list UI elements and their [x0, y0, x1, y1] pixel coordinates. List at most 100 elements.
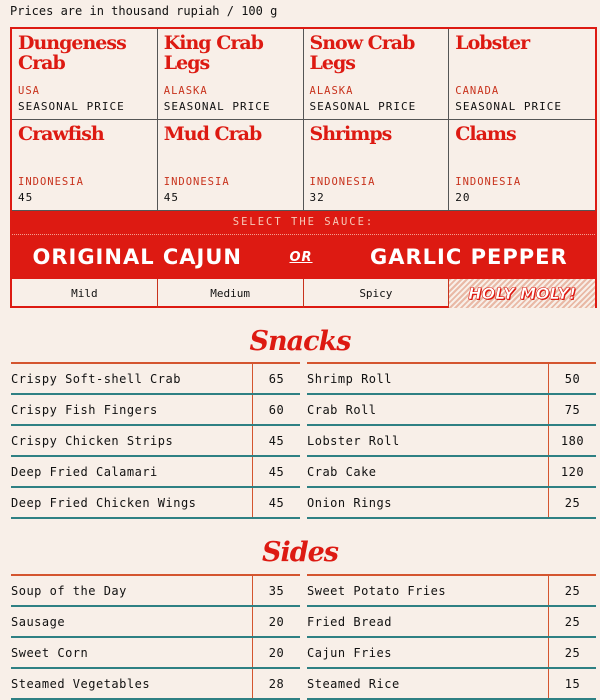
- item-name: Steamed Rice: [307, 676, 400, 691]
- seafood-origin: INDONESIA: [18, 176, 84, 188]
- item-price: 15: [548, 669, 596, 698]
- item-price: 35: [252, 576, 300, 605]
- item-name: Crispy Fish Fingers: [11, 402, 158, 417]
- item-price: 75: [548, 395, 596, 424]
- menu-item-row: Cajun Fries 25: [307, 638, 596, 669]
- item-name: Crab Cake: [307, 464, 377, 479]
- seafood-price: SEASONAL PRICE: [309, 100, 417, 113]
- seafood-name: Dungeness Crab: [18, 32, 127, 74]
- seafood-name: Crawfish: [18, 123, 105, 145]
- menu-item-row: Shrimp Roll 50: [307, 364, 596, 395]
- item-price: 28: [252, 669, 300, 698]
- heat-holy-moly[interactable]: HOLY MOLY!: [449, 279, 595, 308]
- price-note: Prices are in thousand rupiah / 100 g: [10, 4, 278, 18]
- item-price: 25: [548, 488, 596, 517]
- item-price: 45: [252, 457, 300, 486]
- sauce-original-cajun[interactable]: ORIGINAL CAJUN: [32, 245, 242, 269]
- sauce-label: SELECT THE SAUCE:: [12, 211, 595, 235]
- item-name: Deep Fried Calamari: [11, 464, 158, 479]
- item-name: Fried Bread: [307, 614, 392, 629]
- seafood-price: 20: [455, 191, 471, 204]
- seafood-name: Snow Crab Legs: [309, 32, 416, 74]
- item-name: Cajun Fries: [307, 645, 392, 660]
- menu-item-row: Crab Cake 120: [307, 457, 596, 488]
- or-label: OR: [289, 249, 313, 265]
- menu-item-row: Lobster Roll 180: [307, 426, 596, 457]
- item-name: Crispy Soft-shell Crab: [11, 371, 181, 386]
- item-price: 20: [252, 638, 300, 667]
- seafood-grid: Dungeness Crab USA SEASONAL PRICE King Crab…: [12, 29, 595, 211]
- heat-medium[interactable]: Medium: [158, 279, 304, 308]
- item-price: 120: [548, 457, 596, 486]
- seafood-cell: Crawfish INDONESIA 45: [12, 120, 158, 211]
- sides-left-table: Soup of the Day 35 Sausage 20 Sweet Corn 20 St…: [11, 574, 300, 700]
- item-name: Crispy Chicken Strips: [11, 433, 174, 448]
- seafood-cell: Clams INDONESIA 20: [449, 120, 595, 211]
- seafood-cell: Dungeness Crab USA SEASONAL PRICE: [12, 29, 158, 120]
- item-price: 50: [548, 364, 596, 393]
- sauce-band: SELECT THE SAUCE: ORIGINAL CAJUN OR GARL…: [12, 211, 595, 279]
- seafood-origin: USA: [18, 85, 40, 97]
- menu-item-row: Crispy Fish Fingers 60: [11, 395, 300, 426]
- seafood-price: SEASONAL PRICE: [163, 100, 271, 113]
- item-price: 45: [252, 426, 300, 455]
- seafood-name: Mud Crab: [163, 123, 262, 145]
- menu-item-row: Sausage 20: [11, 607, 300, 638]
- snacks-title: Snacks: [249, 326, 352, 357]
- seafood-origin: INDONESIA: [455, 176, 522, 188]
- menu-item-row: Steamed Vegetables 28: [11, 669, 300, 700]
- item-price: 45: [252, 488, 300, 517]
- seafood-cell: Snow Crab Legs ALASKA SEASONAL PRICE: [303, 29, 450, 120]
- menu-item-row: Sweet Potato Fries 25: [307, 576, 596, 607]
- item-name: Sausage: [11, 614, 66, 629]
- heat-levels: Mild Medium Spicy HOLY MOLY!: [12, 279, 595, 308]
- item-price: 25: [548, 607, 596, 636]
- seafood-price: 32: [309, 191, 325, 204]
- seafood-name: King Crab Legs: [163, 32, 264, 74]
- seafood-origin: ALASKA: [163, 85, 208, 97]
- item-name: Lobster Roll: [307, 433, 400, 448]
- snacks-right-table: Shrimp Roll 50 Crab Roll 75 Lobster Roll 180 C…: [307, 362, 596, 519]
- item-name: Onion Rings: [307, 495, 392, 510]
- seafood-name: Clams: [455, 123, 516, 145]
- menu-item-row: Onion Rings 25: [307, 488, 596, 519]
- menu-item-row: Fried Bread 25: [307, 607, 596, 638]
- item-name: Shrimp Roll: [307, 371, 392, 386]
- item-price: 25: [548, 638, 596, 667]
- seafood-price: 45: [18, 191, 34, 204]
- item-price: 65: [252, 364, 300, 393]
- item-name: Sweet Corn: [11, 645, 89, 660]
- heat-mild[interactable]: Mild: [12, 279, 158, 308]
- seafood-board: Dungeness Crab USA SEASONAL PRICE King Crab…: [10, 27, 597, 308]
- menu-item-row: Crispy Chicken Strips 45: [11, 426, 300, 457]
- item-price: 60: [252, 395, 300, 424]
- item-name: Soup of the Day: [11, 583, 127, 598]
- menu-item-row: Steamed Rice 15: [307, 669, 596, 700]
- seafood-price: 45: [163, 191, 179, 204]
- item-name: Sweet Potato Fries: [307, 583, 447, 598]
- seafood-cell: King Crab Legs ALASKA SEASONAL PRICE: [157, 29, 304, 120]
- seafood-price: SEASONAL PRICE: [18, 100, 125, 113]
- menu-item-row: Crispy Soft-shell Crab 65: [11, 364, 300, 395]
- item-name: Steamed Vegetables: [11, 676, 151, 691]
- sauce-garlic-pepper[interactable]: GARLIC PEPPER: [370, 245, 568, 269]
- menu-item-row: Deep Fried Calamari 45: [11, 457, 300, 488]
- seafood-name: Shrimps: [309, 123, 393, 145]
- heat-spicy[interactable]: Spicy: [304, 279, 450, 308]
- menu-item-row: Deep Fried Chicken Wings 45: [11, 488, 300, 519]
- seafood-origin: CANADA: [455, 85, 500, 97]
- seafood-name: Lobster: [455, 32, 530, 54]
- seafood-origin: INDONESIA: [163, 176, 230, 188]
- sides-right-table: Sweet Potato Fries 25 Fried Bread 25 Cajun F…: [307, 574, 596, 700]
- item-price: 180: [548, 426, 596, 455]
- seafood-cell: Lobster CANADA SEASONAL PRICE: [449, 29, 595, 120]
- seafood-origin: ALASKA: [309, 85, 354, 97]
- seafood-cell: Shrimps INDONESIA 32: [303, 120, 450, 211]
- seafood-origin: INDONESIA: [309, 176, 376, 188]
- item-price: 25: [548, 576, 596, 605]
- sides-title: Sides: [261, 537, 339, 568]
- seafood-cell: Mud Crab INDONESIA 45: [157, 120, 304, 211]
- seafood-price: SEASONAL PRICE: [455, 100, 562, 113]
- snacks-left-table: Crispy Soft-shell Crab 65 Crispy Fish Fing…: [11, 362, 300, 519]
- menu-item-row: Soup of the Day 35: [11, 576, 300, 607]
